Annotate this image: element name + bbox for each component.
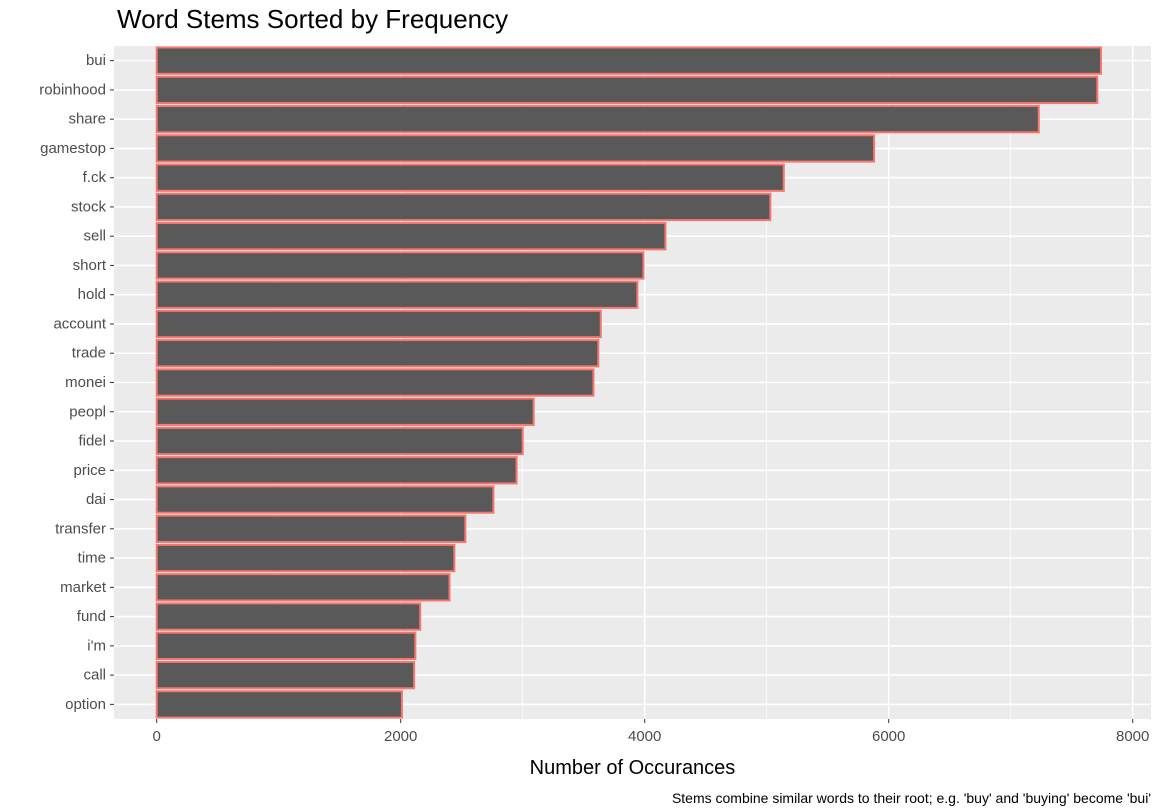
bar-monei (155, 368, 595, 397)
y-tick-label: stock (71, 198, 107, 215)
bar-short (155, 251, 645, 280)
y-tick-label: market (60, 579, 107, 596)
bar-i'm (155, 631, 417, 661)
x-axis: 0 2000 4000 6000 8000 (153, 719, 1149, 745)
y-tick-label: robinhood (39, 81, 106, 98)
y-tick-label: trade (72, 345, 106, 362)
x-tick-label: 2000 (384, 728, 417, 745)
bar-account (155, 309, 602, 339)
y-tick-label: gamestop (40, 140, 106, 157)
y-tick-label: share (68, 111, 106, 128)
y-tick-label: dai (86, 491, 106, 508)
y-tick-label: i'm (87, 637, 106, 654)
y-tick-label: f.ck (83, 169, 107, 186)
y-tick-label: bui (86, 52, 106, 69)
bar-gamestop (155, 134, 876, 163)
y-tick-label: time (78, 550, 106, 567)
bar-peopl (155, 397, 535, 426)
y-tick-label: short (73, 257, 107, 274)
bar-time (155, 543, 456, 573)
bar-fund (155, 602, 422, 631)
y-axis: bui robinhood share gamestop f.ck stock sell sh… (39, 52, 114, 713)
x-tick-label: 8000 (1116, 728, 1149, 745)
bar-transfer (155, 514, 467, 543)
y-tick-label: peopl (69, 403, 106, 420)
bar-price (155, 456, 518, 485)
y-tick-label: monei (65, 374, 106, 391)
bar-stock (155, 192, 772, 222)
bar-trade (155, 339, 600, 368)
bar-fidel (155, 426, 524, 456)
y-tick-label: call (83, 667, 106, 684)
y-tick-label: fund (77, 608, 106, 625)
y-tick-label: fidel (78, 433, 106, 450)
y-tick-label: hold (78, 286, 106, 303)
bar-f.ck (155, 163, 785, 192)
y-tick-label: option (65, 696, 106, 713)
bar-option (155, 690, 403, 719)
bar-robinhood (155, 75, 1099, 105)
x-tick-label: 4000 (628, 728, 661, 745)
x-axis-title: Number of Occurances (530, 757, 736, 779)
bar-call (155, 660, 416, 690)
bar-bui (155, 46, 1102, 75)
chart-title: Word Stems Sorted by Frequency (117, 4, 509, 34)
bar-hold (155, 280, 639, 309)
bar-dai (155, 485, 495, 514)
bar-share (155, 104, 1040, 134)
x-tick-label: 6000 (872, 728, 905, 745)
y-tick-label: transfer (55, 520, 106, 537)
y-tick-label: sell (83, 228, 106, 245)
y-tick-label: price (73, 462, 106, 479)
bar-sell (155, 222, 667, 251)
bar-market (155, 573, 451, 602)
x-tick-label: 0 (153, 728, 161, 745)
y-tick-label: account (53, 315, 106, 332)
chart-caption: Stems combine similar words to their roo… (672, 790, 1151, 806)
bars (155, 46, 1102, 719)
